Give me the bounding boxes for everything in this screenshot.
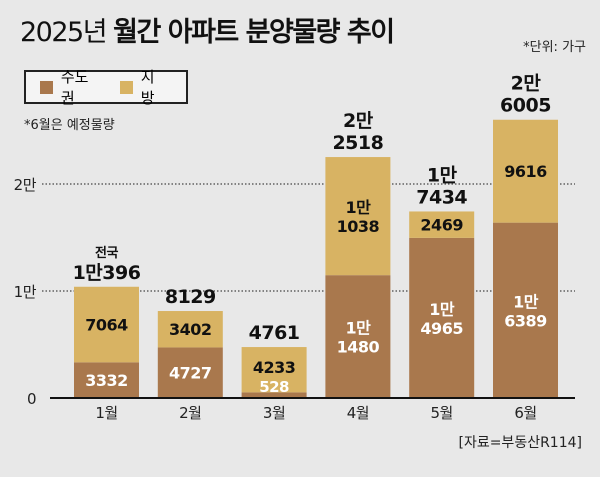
bar-capital [241,392,307,398]
total-label: 1만396 [73,262,141,284]
total-label: 7434 [416,186,467,208]
total-label: 8129 [165,286,216,308]
x-tick-label: 1월 [95,404,117,422]
title-main: 월간 아파트 분양물량 추이 [113,17,395,48]
legend-label: 지방 [140,68,155,107]
bar-capital [409,237,475,398]
title-year: 2025년 [20,17,108,48]
segment-label-capital: 528 [259,378,289,396]
bar-regional [157,311,223,348]
legend-item-regional: 지방 [119,66,168,108]
total-label: 4761 [249,322,300,344]
bar-regional [493,119,558,223]
x-tick-label: 4월 [347,404,369,422]
bar-regional [241,347,307,393]
forecast-note: *6월은 예정물량 [24,118,115,133]
x-tick-label: 5월 [431,404,453,422]
legend-item-capital: 수도권 [40,66,102,108]
chart-title: 2025년 월간 아파트 분양물량 추이 [20,10,395,49]
total-label: 6005 [500,95,551,117]
total-label: 2만 [343,110,374,132]
y-tick-label: 2만 [14,176,37,194]
y-tick-label: 1만 [14,283,37,301]
unit-note: *단위: 가구 [523,40,586,55]
bar-regional [409,211,475,238]
segment-label-regional: 7064 [85,316,128,335]
segment-label-regional: 1만 [345,198,371,217]
segment-label-capital: 6389 [504,311,547,330]
segment-label-capital: 3332 [85,371,128,390]
source-note: [자료=부동산R114] [458,435,582,451]
x-tick-label: 3월 [263,404,285,422]
segment-label-capital: 1만 [429,300,455,319]
segment-label-regional: 4233 [253,358,296,377]
x-tick-label: 2월 [179,404,201,422]
bar-regional [325,157,391,276]
bar-capital [157,347,223,398]
segment-label-capital: 4965 [420,319,463,338]
segment-label-regional: 1038 [337,217,380,236]
segment-label-regional: 9616 [504,162,547,181]
total-label: 2518 [332,132,383,154]
bar-capital [74,362,139,398]
segment-label-capital: 1만 [513,292,539,311]
bar-regional [74,286,139,363]
y-tick-label: 0 [27,390,36,408]
segment-label-regional: 3402 [169,320,212,339]
bar-capital [325,275,391,398]
bar-capital [493,222,558,398]
x-tick-label: 6월 [514,404,536,422]
legend: 수도권 지방 [24,68,188,107]
legend-swatch-capital [40,80,53,94]
total-label: 1만 [427,164,458,186]
total-label: 2만 [511,73,542,95]
segment-label-regional: 2469 [420,216,463,235]
total-label-caption: 전국 [95,245,118,261]
segment-label-capital: 4727 [169,364,212,383]
segment-label-capital: 1만 [345,319,371,338]
legend-swatch-regional [119,80,133,94]
segment-label-capital: 1480 [337,338,380,357]
legend-label: 수도권 [60,68,89,107]
